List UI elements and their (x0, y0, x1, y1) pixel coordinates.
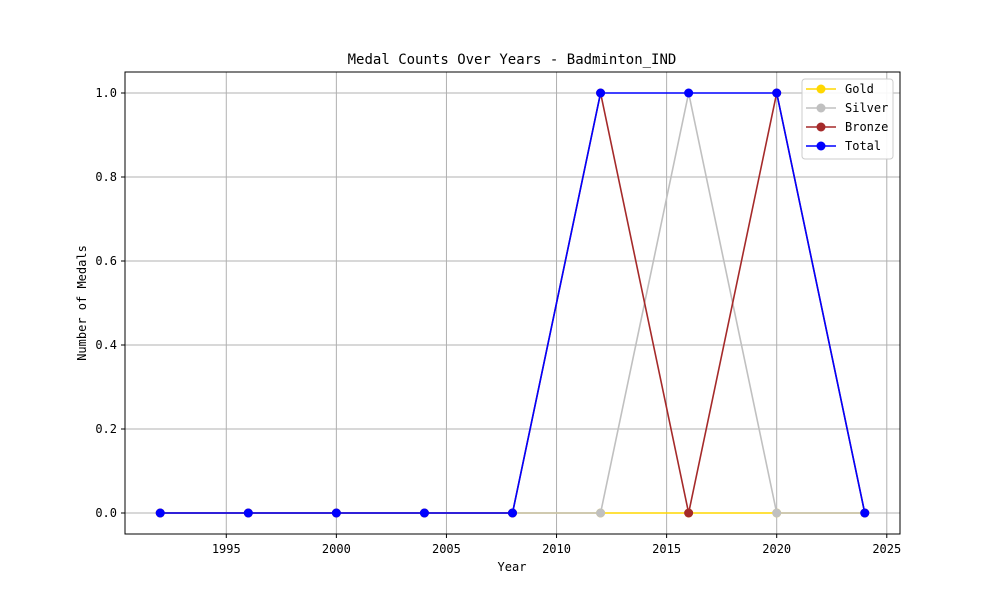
series-total (155, 88, 870, 518)
legend-label-total: Total (845, 139, 881, 153)
x-tick-label: 2000 (322, 542, 351, 556)
x-axis-label: Year (498, 560, 527, 574)
axis-ticks: 1995 2000 2005 2010 2015 2020 2025 0.0 0.2 0.4 0.6… (95, 86, 901, 556)
y-tick-label: 0.6 (95, 254, 117, 268)
legend-marker-silver (816, 103, 826, 113)
data-point-silver (772, 508, 782, 518)
legend-item-bronze: Bronze (806, 120, 888, 134)
data-point-silver (596, 508, 606, 518)
data-point-total (860, 508, 870, 518)
legend-marker-total (816, 141, 826, 151)
legend-items: Gold Silver Bronze Total (806, 82, 888, 153)
legend-label-gold: Gold (845, 82, 874, 96)
data-point-total (684, 88, 694, 98)
legend-item-silver: Silver (806, 101, 888, 115)
data-point-total (596, 88, 606, 98)
legend-box (801, 78, 894, 160)
chart-title: Medal Counts Over Years - Badminton_IND (348, 52, 677, 68)
data-point-total (419, 508, 429, 518)
data-point-total (331, 508, 341, 518)
data-point-total (772, 88, 782, 98)
data-point-total (243, 508, 253, 518)
data-point-total (508, 508, 517, 518)
legend: Gold Silver Bronze Total (801, 78, 894, 160)
y-tick-label: 0.2 (95, 422, 117, 436)
y-tick-label: 0.0 (95, 506, 117, 520)
y-axis-label: Number of Medals (75, 245, 89, 361)
legend-label-silver: Silver (845, 101, 888, 115)
legend-item-total: Total (806, 139, 881, 153)
legend-label-bronze: Bronze (845, 120, 888, 134)
y-tick-label: 1.0 (95, 86, 117, 100)
legend-marker-gold (816, 84, 826, 94)
series-lines (155, 88, 870, 518)
x-tick-label: 2010 (542, 542, 571, 556)
y-tick-label: 0.8 (95, 170, 117, 184)
legend-item-gold: Gold (806, 82, 874, 96)
legend-marker-bronze (816, 122, 826, 132)
x-tick-label: 2015 (652, 542, 681, 556)
plot-frame (124, 71, 901, 535)
x-tick-label: 2005 (432, 542, 461, 556)
x-tick-label: 2020 (762, 542, 791, 556)
data-point-total (155, 508, 165, 518)
x-tick-label: 2025 (872, 542, 901, 556)
x-tick-label: 1995 (212, 542, 241, 556)
data-point-bronze (684, 508, 694, 518)
y-tick-label: 0.4 (95, 338, 117, 352)
